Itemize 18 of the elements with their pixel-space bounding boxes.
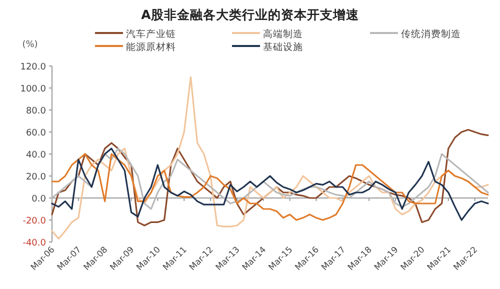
line-series — [51, 129, 489, 226]
y-axis-title: (%) — [22, 40, 38, 50]
y-tick-label: -40.0 — [22, 238, 46, 248]
line-series — [51, 76, 489, 240]
chart-title: A股非金融各大类行业的资本开支增速 — [141, 7, 360, 22]
y-tick-label: 20.0 — [26, 172, 46, 182]
y-tick-label: 40.0 — [26, 150, 46, 160]
y-tick-label: 60.0 — [26, 128, 46, 138]
legend-label: 高端制造 — [263, 28, 303, 40]
legend-label: 基础设施 — [263, 41, 303, 53]
y-tick-label: 80.0 — [26, 106, 46, 116]
legend-label: 传统消费制造 — [401, 28, 461, 40]
y-tick-label: 100.0 — [20, 84, 46, 94]
y-tick-label: -20.0 — [22, 216, 46, 226]
y-tick-label: 0.0 — [32, 194, 46, 204]
legend-label: 能源原材料 — [126, 41, 176, 53]
legend-label: 汽车产业链 — [126, 28, 176, 40]
y-tick-label: 120.0 — [20, 62, 46, 72]
